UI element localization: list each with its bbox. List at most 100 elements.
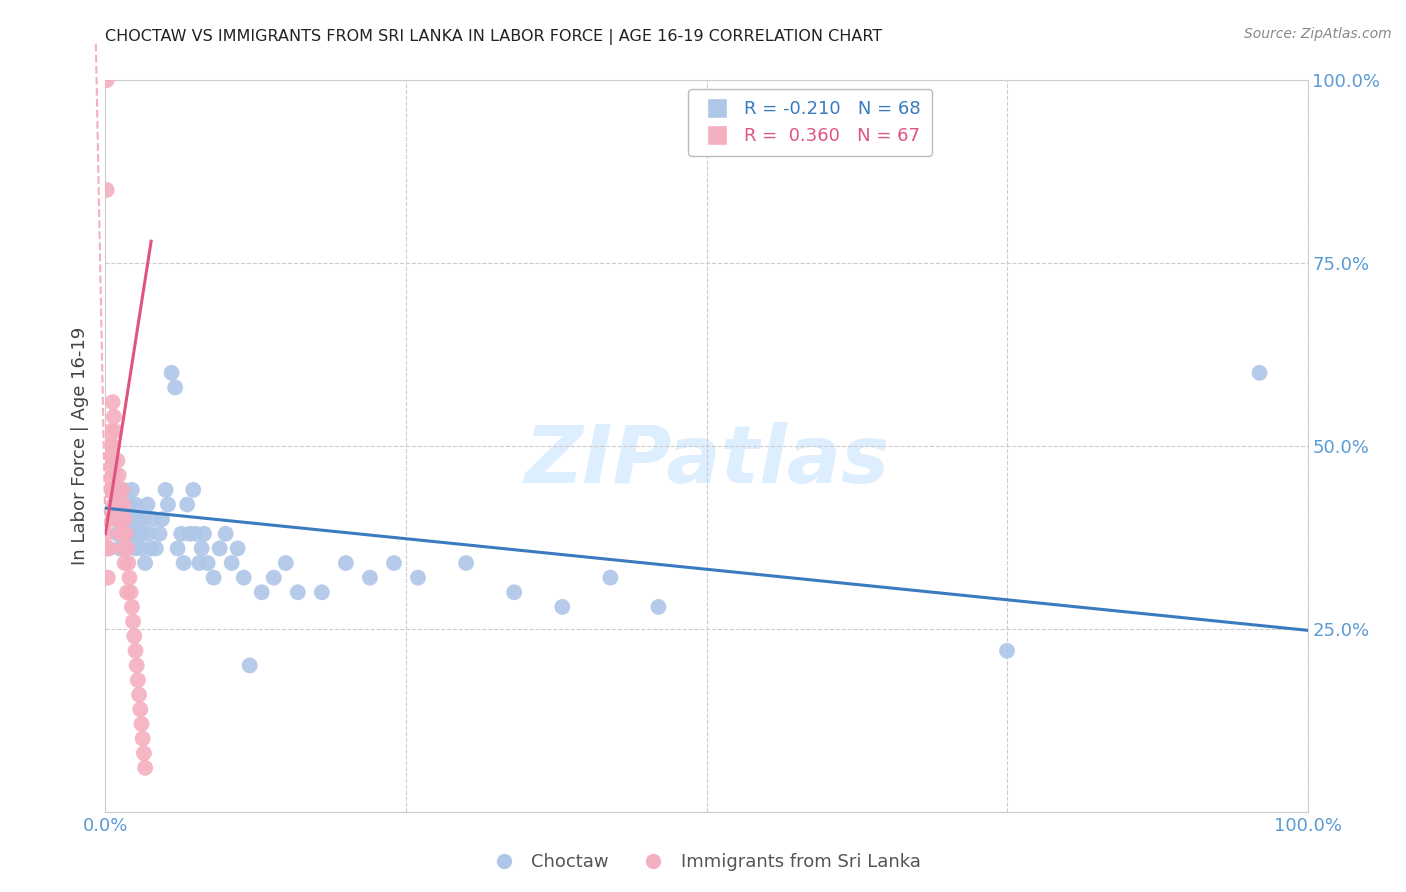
- Point: [131, 526, 153, 541]
- Point: [118, 498, 141, 512]
- Text: CHOCTAW VS IMMIGRANTS FROM SRI LANKA IN LABOR FORCE | AGE 16-19 CORRELATION CHAR: CHOCTAW VS IMMIGRANTS FROM SRI LANKA IN …: [105, 29, 883, 45]
- Point: [132, 746, 155, 760]
- Point: [112, 498, 135, 512]
- Point: [100, 483, 122, 497]
- Point: [127, 526, 149, 541]
- Point: [103, 409, 125, 424]
- Point: [142, 512, 165, 526]
- Point: [190, 541, 212, 556]
- Point: [287, 585, 309, 599]
- Point: [115, 541, 138, 556]
- Point: [115, 512, 138, 526]
- Point: [118, 526, 141, 541]
- Point: [110, 498, 132, 512]
- Point: [112, 526, 135, 541]
- Point: [98, 483, 121, 497]
- Point: [1249, 366, 1271, 380]
- Point: [214, 526, 236, 541]
- Point: [104, 498, 127, 512]
- Point: [250, 585, 273, 599]
- Point: [173, 556, 195, 570]
- Point: [112, 483, 135, 497]
- Point: [124, 644, 146, 658]
- Legend: R = -0.210   N = 68, R =  0.360   N = 67: R = -0.210 N = 68, R = 0.360 N = 67: [689, 89, 932, 156]
- Point: [647, 599, 669, 614]
- Point: [155, 483, 177, 497]
- Point: [131, 541, 153, 556]
- Point: [160, 366, 183, 380]
- Point: [150, 512, 173, 526]
- Point: [136, 498, 159, 512]
- Point: [181, 483, 204, 497]
- Point: [97, 541, 120, 556]
- Point: [193, 526, 215, 541]
- Point: [100, 439, 122, 453]
- Point: [197, 556, 219, 570]
- Point: [112, 541, 135, 556]
- Point: [138, 526, 160, 541]
- Point: [124, 498, 146, 512]
- Point: [104, 498, 127, 512]
- Point: [121, 599, 143, 614]
- Point: [107, 512, 129, 526]
- Text: Source: ZipAtlas.com: Source: ZipAtlas.com: [1244, 27, 1392, 41]
- Point: [101, 453, 124, 467]
- Point: [239, 658, 262, 673]
- Point: [127, 673, 149, 687]
- Point: [145, 541, 167, 556]
- Point: [98, 468, 121, 483]
- Point: [122, 615, 145, 629]
- Point: [117, 556, 139, 570]
- Point: [105, 483, 128, 497]
- Point: [107, 468, 129, 483]
- Point: [114, 556, 136, 570]
- Text: ZIPatlas: ZIPatlas: [524, 422, 889, 500]
- Point: [98, 453, 121, 467]
- Point: [134, 556, 156, 570]
- Point: [107, 526, 129, 541]
- Point: [382, 556, 405, 570]
- Point: [156, 498, 179, 512]
- Point: [148, 526, 170, 541]
- Y-axis label: In Labor Force | Age 16-19: In Labor Force | Age 16-19: [72, 326, 90, 566]
- Point: [125, 658, 148, 673]
- Point: [114, 512, 136, 526]
- Point: [599, 571, 621, 585]
- Point: [100, 483, 122, 497]
- Point: [454, 556, 477, 570]
- Point: [551, 599, 574, 614]
- Point: [98, 439, 121, 453]
- Point: [110, 526, 132, 541]
- Point: [108, 512, 131, 526]
- Point: [108, 483, 131, 497]
- Point: [115, 526, 138, 541]
- Point: [105, 512, 128, 526]
- Point: [96, 73, 118, 87]
- Point: [121, 483, 143, 497]
- Point: [128, 512, 150, 526]
- Point: [107, 498, 129, 512]
- Point: [232, 571, 254, 585]
- Point: [226, 541, 249, 556]
- Point: [221, 556, 243, 570]
- Point: [101, 395, 124, 409]
- Point: [311, 585, 333, 599]
- Point: [101, 483, 124, 497]
- Point: [263, 571, 285, 585]
- Point: [166, 541, 188, 556]
- Point: [108, 541, 131, 556]
- Legend: Choctaw, Immigrants from Sri Lanka: Choctaw, Immigrants from Sri Lanka: [478, 847, 928, 879]
- Point: [98, 483, 121, 497]
- Point: [165, 380, 187, 394]
- Point: [208, 541, 231, 556]
- Point: [132, 731, 155, 746]
- Point: [98, 425, 121, 439]
- Point: [129, 702, 152, 716]
- Point: [139, 541, 162, 556]
- Point: [124, 526, 146, 541]
- Point: [335, 556, 357, 570]
- Point: [134, 761, 156, 775]
- Point: [107, 483, 129, 497]
- Point: [103, 498, 125, 512]
- Point: [98, 541, 121, 556]
